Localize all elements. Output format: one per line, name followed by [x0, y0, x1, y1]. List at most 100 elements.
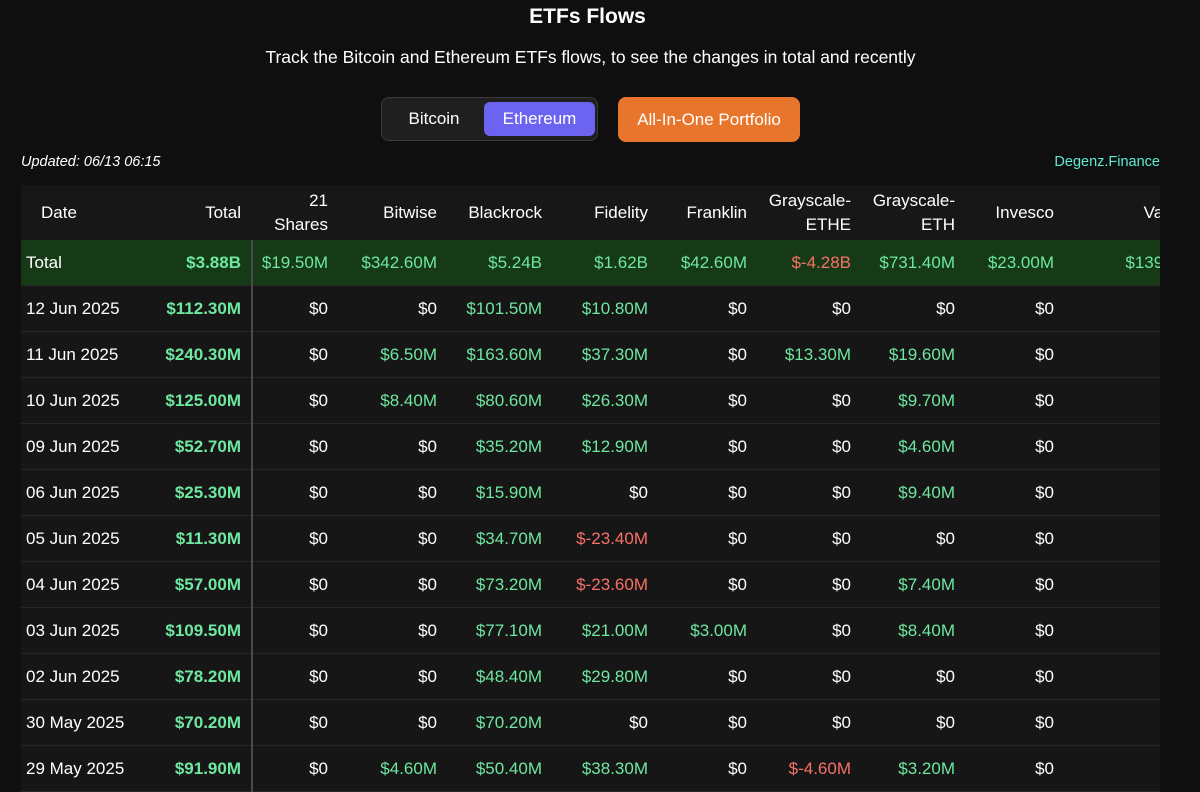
table-header-row: Date Total 21 Shares Bitwise Blackrock F… [21, 185, 1160, 240]
updated-timestamp: Updated: 06/13 06:15 [21, 154, 161, 170]
cell-grayscale-eth: $4.60M [861, 423, 965, 470]
cell-blackrock: $80.60M [447, 377, 552, 424]
cell-grayscale-eth: $8.40M [861, 607, 965, 654]
brand-link[interactable]: Degenz.Finance [1054, 154, 1160, 170]
table-row[interactable]: 05 Jun 2025 $11.30M $0 $0 $34.70M $-23.40M $0 $… [21, 515, 1160, 562]
cell-blackrock: $15.90M [447, 469, 552, 516]
cell-grayscale-eth: $3.20M [861, 745, 965, 792]
cell-grayscale-ethe: $0 [757, 561, 861, 608]
cell-blackrock: $48.40M [447, 653, 552, 700]
cell-grayscale-ethe: $0 [757, 423, 861, 470]
cell-fidelity: $38.30M [552, 745, 658, 792]
column-header-21shares[interactable]: 21 Shares [252, 185, 338, 240]
cell-invesco: $0 [965, 515, 1064, 562]
cell-grayscale-ethe: $-4.60M [757, 745, 861, 792]
cell-date: 06 Jun 2025 [21, 469, 153, 516]
column-header-grayscale-ethe[interactable]: Grayscale- ETHE [757, 185, 861, 240]
cell-bitwise: $0 [338, 653, 447, 700]
cell-fidelity: $1.62B [552, 240, 658, 286]
column-header-invesco[interactable]: Invesco [965, 185, 1064, 240]
cell-21shares: $0 [252, 561, 338, 608]
cell-franklin: $0 [658, 331, 757, 378]
table-row[interactable]: 11 Jun 2025 $240.30M $0 $6.50M $163.60M $37.3… [21, 331, 1160, 378]
cell-grayscale-ethe: $0 [757, 285, 861, 332]
cell-vaneck: $0 [1064, 745, 1160, 792]
cell-blackrock: $163.60M [447, 331, 552, 378]
cell-total: $78.20M [153, 653, 253, 700]
cell-21shares: $0 [252, 469, 338, 516]
cell-fidelity: $-23.60M [552, 561, 658, 608]
tab-ethereum[interactable]: Ethereum [484, 102, 595, 136]
cell-bitwise: $0 [338, 423, 447, 470]
cell-date: 11 Jun 2025 [21, 331, 153, 378]
cell-total: $112.30M [153, 285, 253, 332]
tab-bitcoin[interactable]: Bitcoin [408, 109, 460, 128]
cell-blackrock: $77.10M [447, 607, 552, 654]
cell-fidelity: $0 [552, 699, 658, 746]
cell-21shares: $0 [252, 331, 338, 378]
table-row[interactable]: 09 Jun 2025 $52.70M $0 $0 $35.20M $12.90M $0 $0… [21, 423, 1160, 470]
cell-21shares: $19.50M [252, 240, 338, 286]
cell-invesco: $0 [965, 377, 1064, 424]
cell-date: 04 Jun 2025 [21, 561, 153, 608]
cell-franklin: $0 [658, 285, 757, 332]
cell-fidelity: $12.90M [552, 423, 658, 470]
cell-bitwise: $342.60M [338, 240, 447, 286]
cell-invesco: $0 [965, 699, 1064, 746]
table-body: Total $3.88B $19.50M $342.60M $5.24B $1.62B $4… [21, 240, 1160, 792]
cell-vaneck: $0 [1064, 285, 1160, 332]
cell-grayscale-eth: $0 [861, 285, 965, 332]
cell-fidelity: $0 [552, 469, 658, 516]
table-row[interactable]: 06 Jun 2025 $25.30M $0 $0 $15.90M $0 $0 $0 $9.40… [21, 469, 1160, 516]
cell-fidelity: $21.00M [552, 607, 658, 654]
all-in-one-portfolio-button[interactable]: All-In-One Portfolio [618, 97, 800, 142]
table-row[interactable]: 10 Jun 2025 $125.00M $0 $8.40M $80.60M $26.30… [21, 377, 1160, 424]
cell-total: $57.00M [153, 561, 253, 608]
cell-grayscale-ethe: $0 [757, 515, 861, 562]
table-total-row[interactable]: Total $3.88B $19.50M $342.60M $5.24B $1.62B $4… [21, 240, 1160, 286]
cell-bitwise: $6.50M [338, 331, 447, 378]
cell-bitwise: $8.40M [338, 377, 447, 424]
table-row[interactable]: 12 Jun 2025 $112.30M $0 $0 $101.50M $10.80M $0… [21, 285, 1160, 332]
column-header-bitwise[interactable]: Bitwise [338, 185, 447, 240]
cell-total: $3.88B [153, 240, 253, 286]
table-row[interactable]: 02 Jun 2025 $78.20M $0 $0 $48.40M $29.80M $0 $0… [21, 653, 1160, 700]
column-header-fidelity[interactable]: Fidelity [552, 185, 658, 240]
cell-total: $91.90M [153, 745, 253, 792]
cell-franklin: $0 [658, 469, 757, 516]
cell-franklin: $0 [658, 377, 757, 424]
column-header-vaneck[interactable]: VanEck [1064, 185, 1160, 240]
asset-switch: Bitcoin Ethereum [381, 97, 598, 141]
cell-vaneck: $0 [1064, 699, 1160, 746]
cell-date: 05 Jun 2025 [21, 515, 153, 562]
cell-franklin: $0 [658, 515, 757, 562]
cell-invesco: $23.00M [965, 240, 1064, 286]
cell-vaneck: $0 [1064, 377, 1160, 424]
cell-21shares: $0 [252, 699, 338, 746]
cell-date: 30 May 2025 [21, 699, 153, 746]
cell-date: 09 Jun 2025 [21, 423, 153, 470]
cell-date: 10 Jun 2025 [21, 377, 153, 424]
cell-total: $240.30M [153, 331, 253, 378]
cell-bitwise: $4.60M [338, 745, 447, 792]
column-header-grayscale-eth[interactable]: Grayscale- ETH [861, 185, 965, 240]
cell-blackrock: $70.20M [447, 699, 552, 746]
cell-grayscale-eth: $0 [861, 699, 965, 746]
cell-vaneck: $0 [1064, 653, 1160, 700]
cell-vaneck: $0 [1064, 469, 1160, 516]
table-row[interactable]: 04 Jun 2025 $57.00M $0 $0 $73.20M $-23.60M $0 $… [21, 561, 1160, 608]
table-row[interactable]: 30 May 2025$70.20M$0$0$70.20M$0$0$0$0$0$… [21, 699, 1160, 746]
cell-vaneck: $0 [1064, 515, 1160, 562]
table-row[interactable]: 29 May 2025 $91.90M $0 $4.60M $50.40M $38.30M… [21, 745, 1160, 792]
cell-fidelity: $10.80M [552, 285, 658, 332]
cell-franklin: $0 [658, 699, 757, 746]
table-row[interactable]: 03 Jun 2025 $109.50M $0 $0 $77.10M $21.00M $3.… [21, 607, 1160, 654]
column-header-date[interactable]: Date [21, 185, 153, 240]
column-header-total[interactable]: Total [153, 185, 253, 240]
flows-table-container[interactable]: Date Total 21 Shares Bitwise Blackrock F… [21, 185, 1160, 792]
cell-grayscale-ethe: $0 [757, 469, 861, 516]
cell-21shares: $0 [252, 745, 338, 792]
cell-invesco: $0 [965, 561, 1064, 608]
column-header-franklin[interactable]: Franklin [658, 185, 757, 240]
column-header-blackrock[interactable]: Blackrock [447, 185, 552, 240]
